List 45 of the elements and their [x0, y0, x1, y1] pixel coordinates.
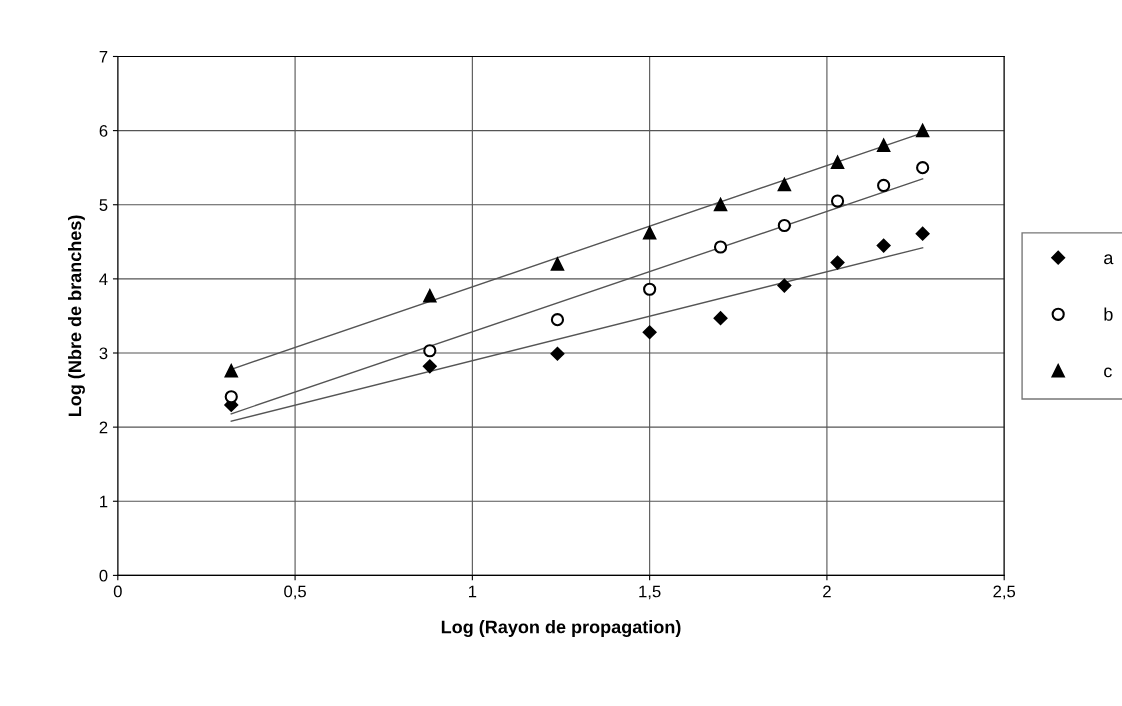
point: [876, 238, 891, 253]
point: [642, 325, 657, 340]
point: [830, 194, 845, 208]
point: [713, 198, 728, 212]
x-tick-label: 2,5: [993, 585, 1016, 600]
x-axis-title: Log (Rayon de propagation): [441, 620, 681, 637]
point: [550, 346, 565, 361]
x-tick-label: 0: [113, 585, 122, 598]
legend-label: c: [1104, 367, 1112, 378]
y-axis-title: Log (Nbre de branches): [68, 215, 85, 417]
point: [916, 124, 930, 138]
point: [550, 313, 565, 327]
point: [422, 359, 437, 374]
point: [915, 226, 930, 241]
point: [777, 218, 791, 233]
point: [713, 240, 728, 254]
point: [643, 282, 657, 296]
point: [224, 364, 238, 378]
x-tick-label: 1,5: [639, 585, 661, 600]
point: [550, 257, 565, 271]
y-tick-label: 1: [100, 495, 108, 508]
x-tick-label: 0,5: [284, 585, 306, 600]
x-tick-label: 2: [823, 585, 831, 598]
point: [423, 344, 437, 358]
point: [916, 161, 930, 175]
point: [713, 311, 728, 326]
point: [423, 289, 437, 303]
y-tick-label: 2: [99, 421, 108, 434]
point: [224, 390, 238, 404]
y-tick-label: 3: [99, 347, 108, 360]
point: [830, 255, 845, 270]
legend-label: b: [1104, 307, 1113, 321]
y-tick-label: 5: [99, 199, 108, 211]
legend-label: a: [1104, 254, 1114, 265]
point: [777, 178, 791, 192]
point: [877, 178, 891, 193]
y-tick-label: 7: [99, 51, 108, 63]
y-tick-label: 0: [99, 569, 108, 582]
point: [777, 278, 792, 293]
x-tick-label: 1: [469, 585, 477, 598]
point: [643, 226, 657, 240]
y-tick-label: 4: [99, 273, 108, 285]
point: [830, 155, 845, 170]
point: [877, 138, 891, 153]
y-tick-label: 6: [99, 125, 108, 137]
